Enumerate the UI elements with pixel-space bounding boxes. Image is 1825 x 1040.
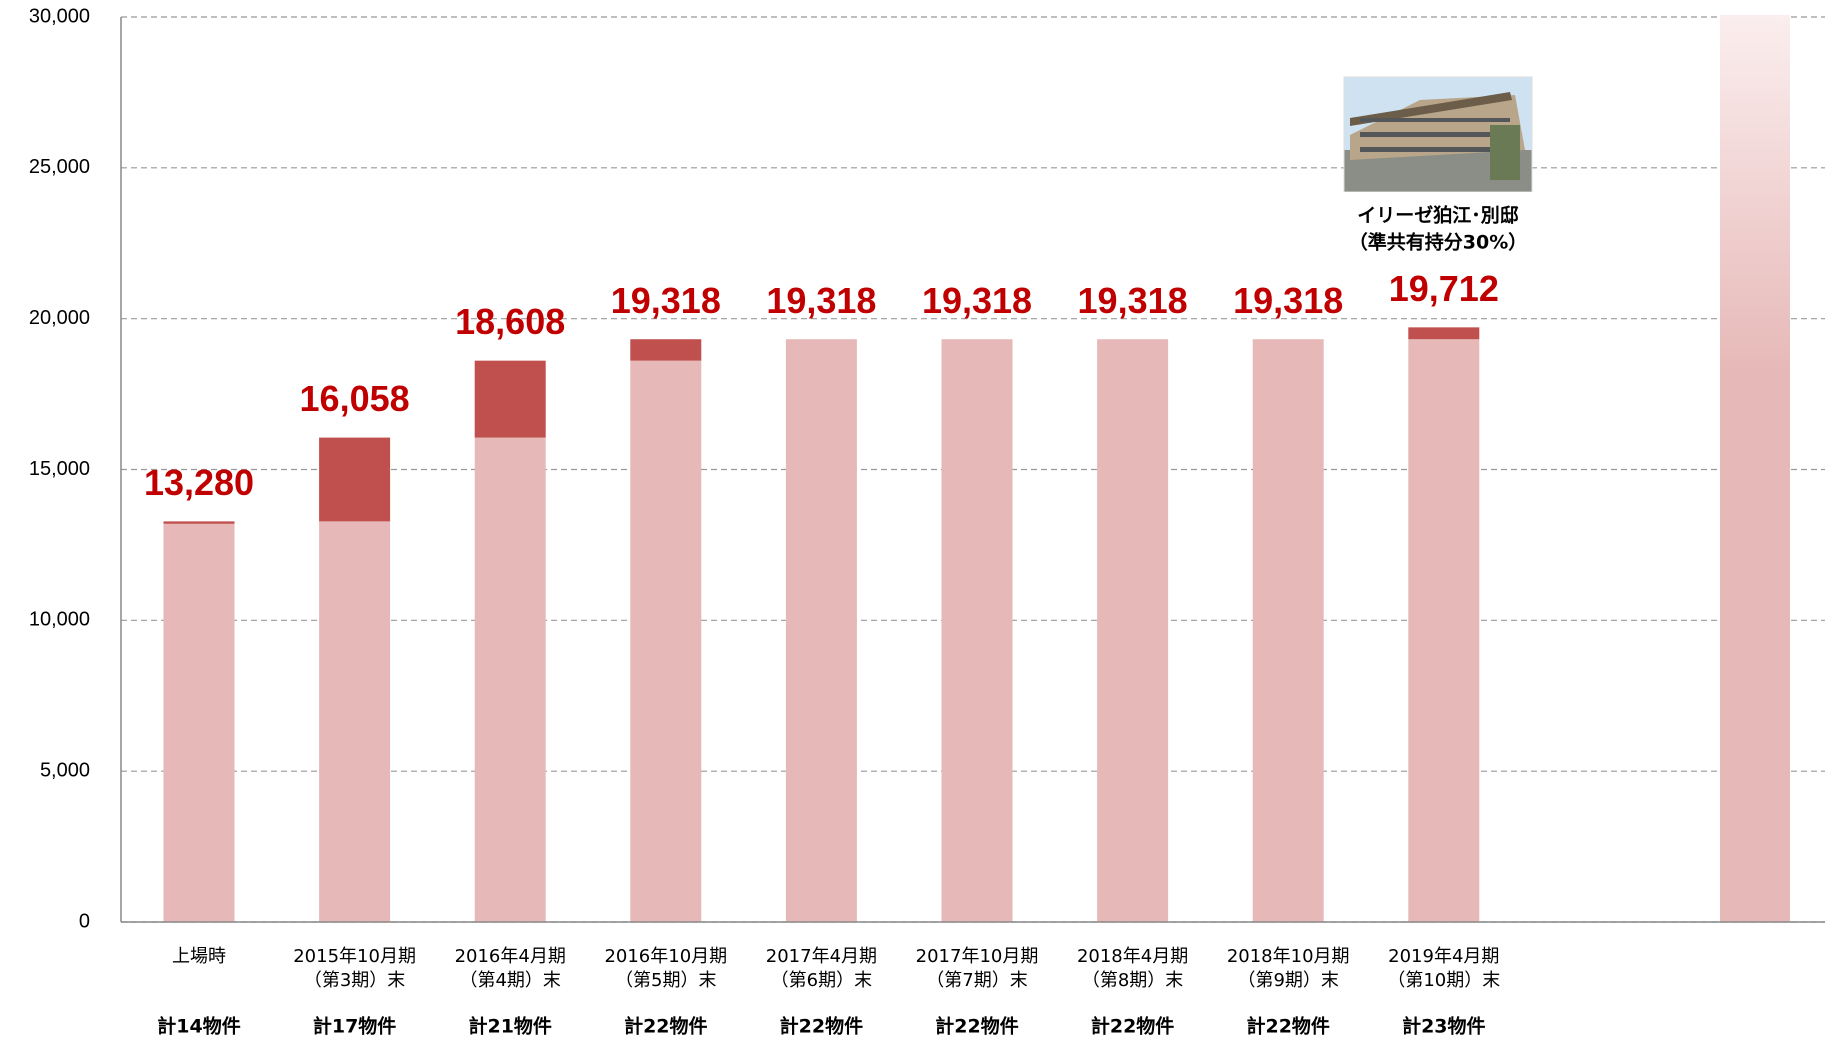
value-label: 19,318 (611, 280, 721, 321)
y-tick-label: 0 (79, 910, 90, 932)
property-count: 計14物件 (157, 1015, 240, 1038)
property-count: 計22物件 (935, 1015, 1018, 1038)
value-label: 19,318 (1078, 280, 1188, 321)
x-tick-label: 2016年10月期 (604, 946, 727, 967)
bar-segment (1097, 339, 1169, 922)
value-label: 13,280 (144, 462, 254, 503)
x-tick-label: 2016年4月期 (455, 946, 566, 967)
value-label: 19,318 (1233, 280, 1343, 321)
annotation-box (1344, 192, 1532, 265)
x-tick-label: （第8期）末 (1082, 970, 1183, 991)
property-count: 計21物件 (468, 1015, 551, 1038)
x-tick-label: 2015年10月期 (293, 946, 416, 967)
x-tick-label: （第5期）末 (615, 970, 716, 991)
value-label: 19,318 (922, 280, 1032, 321)
bar-segment (319, 521, 391, 922)
value-label: 19,318 (766, 280, 876, 321)
bar-segment (941, 339, 1013, 922)
x-tick-label: （第9期）末 (1237, 970, 1338, 991)
x-tick-label: 2018年10月期 (1227, 946, 1350, 967)
y-tick-label: 5,000 (40, 759, 90, 781)
x-tick-label: （第3期）末 (304, 970, 405, 991)
bar-segment (785, 339, 857, 922)
bar-segment (319, 437, 391, 522)
bar-segment (474, 437, 546, 922)
value-label: 18,608 (455, 301, 565, 342)
x-tick-label: （第10期）末 (1387, 970, 1500, 991)
x-tick-label: （第6期）末 (771, 970, 872, 991)
x-tick-label: 2017年10月期 (916, 946, 1039, 967)
x-tick-label: 上場時 (172, 946, 226, 967)
property-count: 計22物件 (780, 1015, 863, 1038)
bars (163, 327, 1480, 922)
bar-segment (163, 523, 235, 922)
x-tick-label: 2018年4月期 (1077, 946, 1188, 967)
x-tick-label: （第4期）末 (459, 970, 560, 991)
y-tick-label: 25,000 (29, 156, 90, 178)
value-label: 16,058 (300, 378, 410, 419)
bar-segment (1252, 339, 1324, 922)
bar-segment (163, 521, 235, 524)
property-count: 計22物件 (1091, 1015, 1174, 1038)
bar-segment (474, 360, 546, 438)
value-label: 19,712 (1389, 268, 1499, 309)
property-count: 計17物件 (313, 1015, 396, 1038)
bar-segment (1408, 327, 1480, 340)
annotation-text: （準共有持分30%） (1349, 231, 1527, 254)
y-tick-label: 15,000 (29, 458, 90, 480)
property-count: 計22物件 (1246, 1015, 1329, 1038)
bar-segment (630, 339, 702, 361)
annotation-photo (1343, 76, 1533, 193)
y-tick-label: 30,000 (29, 5, 90, 27)
property-count: 計23物件 (1402, 1015, 1485, 1038)
decorative-bar (1720, 15, 1790, 922)
property-count: 計22物件 (624, 1015, 707, 1038)
bar-segment (630, 360, 702, 922)
bar-segment (1408, 339, 1480, 922)
x-tick-label: 2019年4月期 (1388, 946, 1499, 967)
annotation-text: イリーゼ狛江･別邸 (1357, 204, 1519, 227)
y-tick-label: 10,000 (29, 609, 90, 631)
y-tick-label: 20,000 (29, 307, 90, 329)
x-tick-label: （第7期）末 (926, 970, 1027, 991)
x-tick-label: 2017年4月期 (766, 946, 877, 967)
